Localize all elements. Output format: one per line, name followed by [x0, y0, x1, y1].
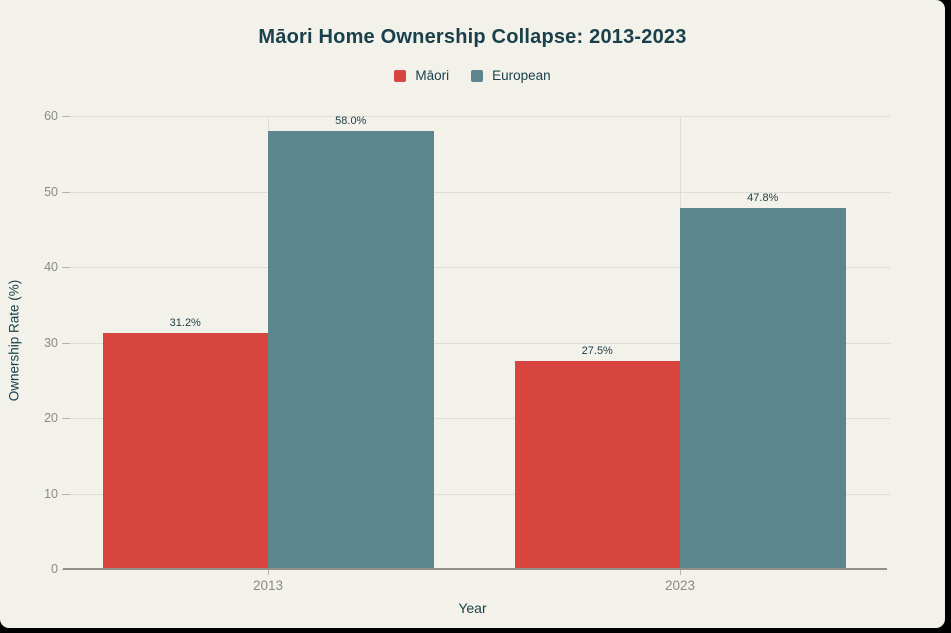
y-tick-30 [62, 342, 70, 344]
legend-swatch-maori [394, 69, 407, 82]
legend-label-maori: Māori [415, 68, 450, 83]
y-tick-label-0: 0 [51, 562, 58, 576]
gridline-y-50 [70, 191, 890, 193]
bar-value-european-2023: 47.8% [747, 192, 779, 205]
bar-value-mori-2013: 31.2% [169, 317, 201, 330]
y-axis-title: Ownership Rate (%) [6, 279, 22, 402]
bar-european-2013 [268, 131, 434, 569]
legend-swatch-european [471, 69, 484, 82]
x-tick-2013 [268, 570, 269, 575]
x-tick-label-2023: 2023 [664, 578, 696, 593]
y-tick-label-20: 20 [44, 411, 58, 425]
x-axis-title: Year [458, 600, 487, 616]
y-tick-10 [62, 493, 70, 495]
y-tick-50 [62, 191, 70, 193]
legend-item-european: European [471, 68, 551, 83]
y-tick-label-50: 50 [44, 184, 58, 199]
x-tick-label-2013: 2013 [252, 578, 284, 593]
chart-title: Māori Home Ownership Collapse: 2013-2023 [258, 26, 687, 48]
legend-label-european: European [492, 68, 551, 83]
bar-european-2023 [680, 208, 846, 569]
y-tick-label-30: 30 [44, 335, 58, 350]
gridline-y-10 [70, 493, 890, 495]
y-tick-20 [62, 418, 70, 419]
gridline-y-60 [70, 116, 890, 117]
bar-mori-2023 [514, 361, 680, 569]
y-tick-40 [62, 267, 70, 268]
gridline-y-20 [70, 418, 890, 419]
x-tick-2023 [680, 570, 681, 575]
bar-value-mori-2023: 27.5% [581, 345, 613, 358]
legend-item-maori: Māori [394, 68, 449, 83]
y-tick-label-10: 10 [44, 486, 58, 501]
gridline-y-30 [70, 342, 890, 344]
gridline-y-40 [70, 267, 890, 268]
y-tick-label-40: 40 [44, 260, 58, 274]
y-tick-label-60: 60 [44, 109, 58, 123]
bar-mori-2013 [102, 333, 268, 569]
legend: Māori European [0, 68, 945, 83]
x-axis-line [63, 568, 887, 570]
bar-value-european-2013: 58.0% [335, 115, 367, 128]
y-tick-60 [62, 116, 70, 117]
